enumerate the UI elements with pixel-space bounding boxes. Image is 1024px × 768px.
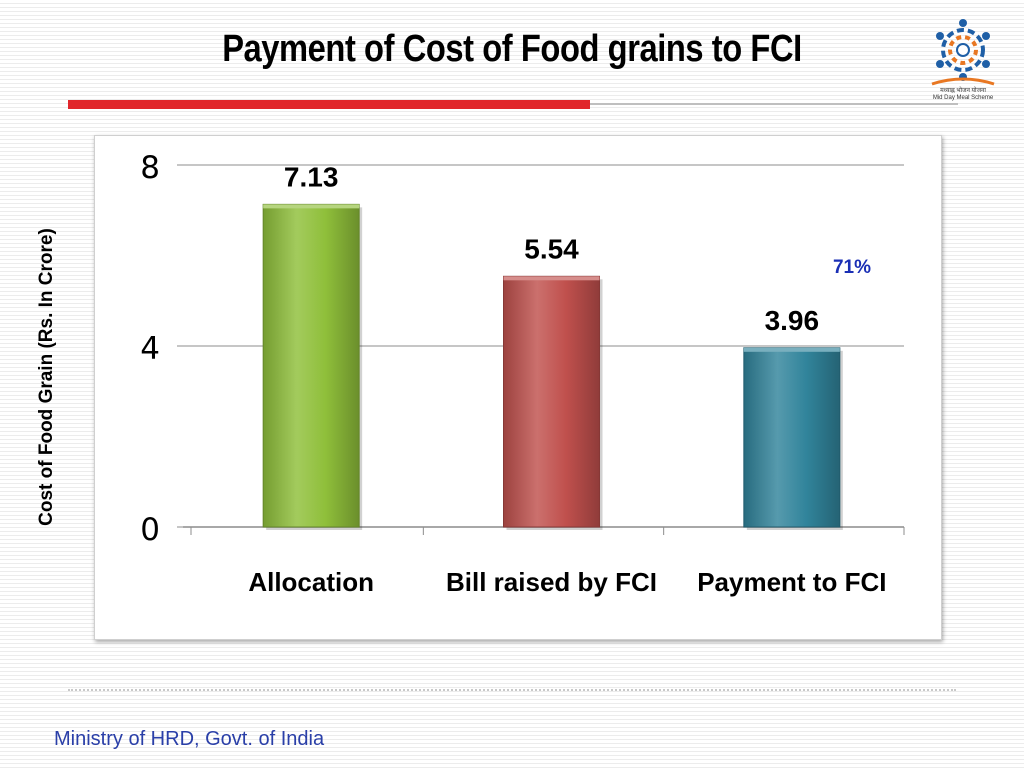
bar-highlight-3 [743,347,840,352]
footer-text: Ministry of HRD, Govt. of India [54,728,325,750]
title-underline-grey [590,103,958,105]
logo-caption-english: Mid Day Meal Scheme [932,95,994,101]
logo-caption: मध्याह्न भोजन योजना Mid Day Meal Scheme [920,88,1006,102]
x-tick-label-1: Allocation [248,567,374,597]
title-underline-red [68,100,590,109]
y-tick-label-4: 4 [140,331,160,367]
data-label-1: 7.13 [284,161,339,192]
bottom-divider [68,689,956,691]
bar-highlight-1 [263,204,360,209]
y-tick-label-0: 0 [140,512,160,548]
slide-title: Payment of Cost of Food grains to FCI [222,28,802,70]
bar-1 [262,203,360,528]
x-tick-label-3: Payment to FCI [697,567,886,597]
y-tick-label-8: 8 [140,150,160,186]
mid-day-meal-logo [931,19,995,86]
bar-highlight-2 [503,276,600,281]
bar-2 [503,275,600,528]
bar-3 [743,347,841,528]
x-tick-label-2: Bill raised by FCI [446,567,657,597]
data-label-2: 5.54 [524,233,579,264]
data-label-3: 3.96 [765,305,820,336]
percentage-annotation: 71% [833,257,871,278]
logo-caption-hindi: मध्याह्न भोजन योजना [940,88,986,94]
